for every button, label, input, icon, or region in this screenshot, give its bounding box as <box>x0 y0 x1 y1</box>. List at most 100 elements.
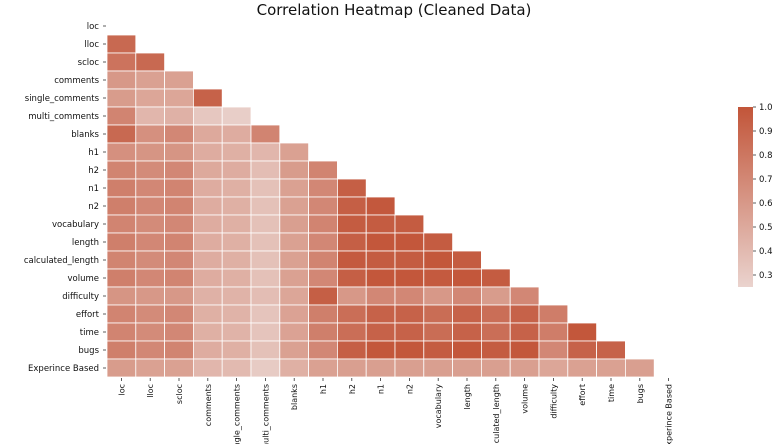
heatmap-cell <box>336 178 367 198</box>
heatmap-cell <box>480 304 511 324</box>
heatmap-cell <box>221 268 252 288</box>
heatmap-cell <box>164 160 194 180</box>
heatmap-cell <box>394 286 425 306</box>
x-tick-label: effort <box>578 384 587 406</box>
heatmap-cell <box>221 214 252 234</box>
x-tick-label: blanks <box>290 384 299 410</box>
heatmap-cell <box>250 214 281 234</box>
heatmap-cell <box>106 124 137 144</box>
heatmap-cell <box>221 340 252 360</box>
heatmap-cell <box>221 286 252 306</box>
heatmap-cell <box>365 340 396 360</box>
heatmap-cell <box>423 322 453 342</box>
heatmap-cell <box>164 106 194 126</box>
x-axis-labels: loc lloc scloc comments single_comments multi… <box>117 378 674 444</box>
heatmap-cell <box>192 322 223 342</box>
heatmap-cell <box>135 178 166 198</box>
heatmap-cell <box>221 160 252 180</box>
x-tick-label: loc <box>117 384 126 396</box>
heatmap-cell <box>250 160 281 180</box>
heatmap-cell <box>336 304 367 324</box>
heatmap-cell <box>336 358 367 378</box>
heatmap-cell <box>106 196 137 216</box>
x-tick-label: lloc <box>146 384 155 398</box>
heatmap-cell <box>106 52 137 72</box>
colorbar-tick-label: 0.8 <box>759 151 773 161</box>
x-tick-label: single_comments <box>233 384 242 444</box>
heatmap-cell <box>394 358 425 378</box>
heatmap-cell <box>106 88 137 108</box>
heatmap-cell <box>250 322 281 342</box>
heatmap-cell <box>135 232 166 252</box>
heatmap-cell <box>538 304 569 324</box>
heatmap-cell <box>365 304 396 324</box>
heatmap-cell <box>596 358 626 378</box>
heatmap-cell <box>480 286 511 306</box>
heatmap-cell <box>221 106 252 126</box>
heatmap-cell <box>221 124 252 144</box>
heatmap-cell <box>336 250 367 270</box>
colorbar-tick-label: 1.0 <box>759 103 773 113</box>
heatmap-cell <box>480 268 511 288</box>
heatmap-cell <box>164 340 194 360</box>
heatmap-cell <box>452 358 482 378</box>
heatmap-cell <box>164 358 194 378</box>
heatmap-cell <box>365 358 396 378</box>
heatmap-cell <box>336 286 367 306</box>
x-tick-label: h1 <box>319 384 328 394</box>
heatmap-cell <box>106 70 137 90</box>
heatmap-cell <box>106 214 137 234</box>
heatmap-cell <box>135 322 166 342</box>
heatmap-cell <box>394 322 425 342</box>
x-tick-label: vocabulary <box>434 384 443 428</box>
heatmap-cell <box>164 250 194 270</box>
y-tick-label: multi_comments <box>28 112 99 122</box>
heatmap-cell <box>394 214 425 234</box>
heatmap-cell <box>192 160 223 180</box>
y-tick-label: lloc <box>84 40 99 50</box>
heatmap-cell <box>106 268 137 288</box>
heatmap-cell <box>135 124 166 144</box>
y-tick-label: time <box>80 328 99 338</box>
heatmap-cell <box>164 268 194 288</box>
heatmap-cell <box>279 250 309 270</box>
heatmap-cell <box>452 322 482 342</box>
heatmap-cell <box>279 340 309 360</box>
heatmap-cell <box>221 196 252 216</box>
heatmap-cell <box>106 142 137 162</box>
heatmap-cell <box>106 304 137 324</box>
heatmap-cell <box>452 250 482 270</box>
heatmap-cell <box>250 268 281 288</box>
heatmap-cell <box>106 160 137 180</box>
heatmap-cell <box>135 286 166 306</box>
heatmap-cell <box>192 340 223 360</box>
heatmap-cell <box>135 70 166 90</box>
x-tick-label: scloc <box>175 384 184 404</box>
heatmap-cell <box>365 232 396 252</box>
heatmap-cell <box>625 358 655 378</box>
heatmap-cell <box>308 340 338 360</box>
y-tick-label: scloc <box>78 58 100 68</box>
heatmap-cell <box>365 250 396 270</box>
y-tick-label: loc <box>87 22 100 32</box>
x-tick-label: calculated_length <box>492 384 501 444</box>
x-tick-label: Experince Based <box>665 384 674 444</box>
heatmap-cell <box>394 268 425 288</box>
heatmap-cell <box>192 286 223 306</box>
heatmap-cell <box>567 358 597 378</box>
heatmap-cell <box>221 304 252 324</box>
heatmap-cell <box>250 142 281 162</box>
heatmap-cell <box>135 304 166 324</box>
y-tick-label: h2 <box>88 166 99 176</box>
heatmap-cell <box>135 214 166 234</box>
heatmap-cell <box>509 304 540 324</box>
heatmap-cell <box>452 286 482 306</box>
heatmap-cell <box>308 268 338 288</box>
heatmap-cell <box>164 196 194 216</box>
heatmap-cell <box>279 232 309 252</box>
heatmap-cell <box>106 232 137 252</box>
x-tick-label: n2 <box>405 384 414 394</box>
colorbar-tick-label: 0.9 <box>759 127 773 137</box>
y-tick-label: effort <box>76 310 100 320</box>
